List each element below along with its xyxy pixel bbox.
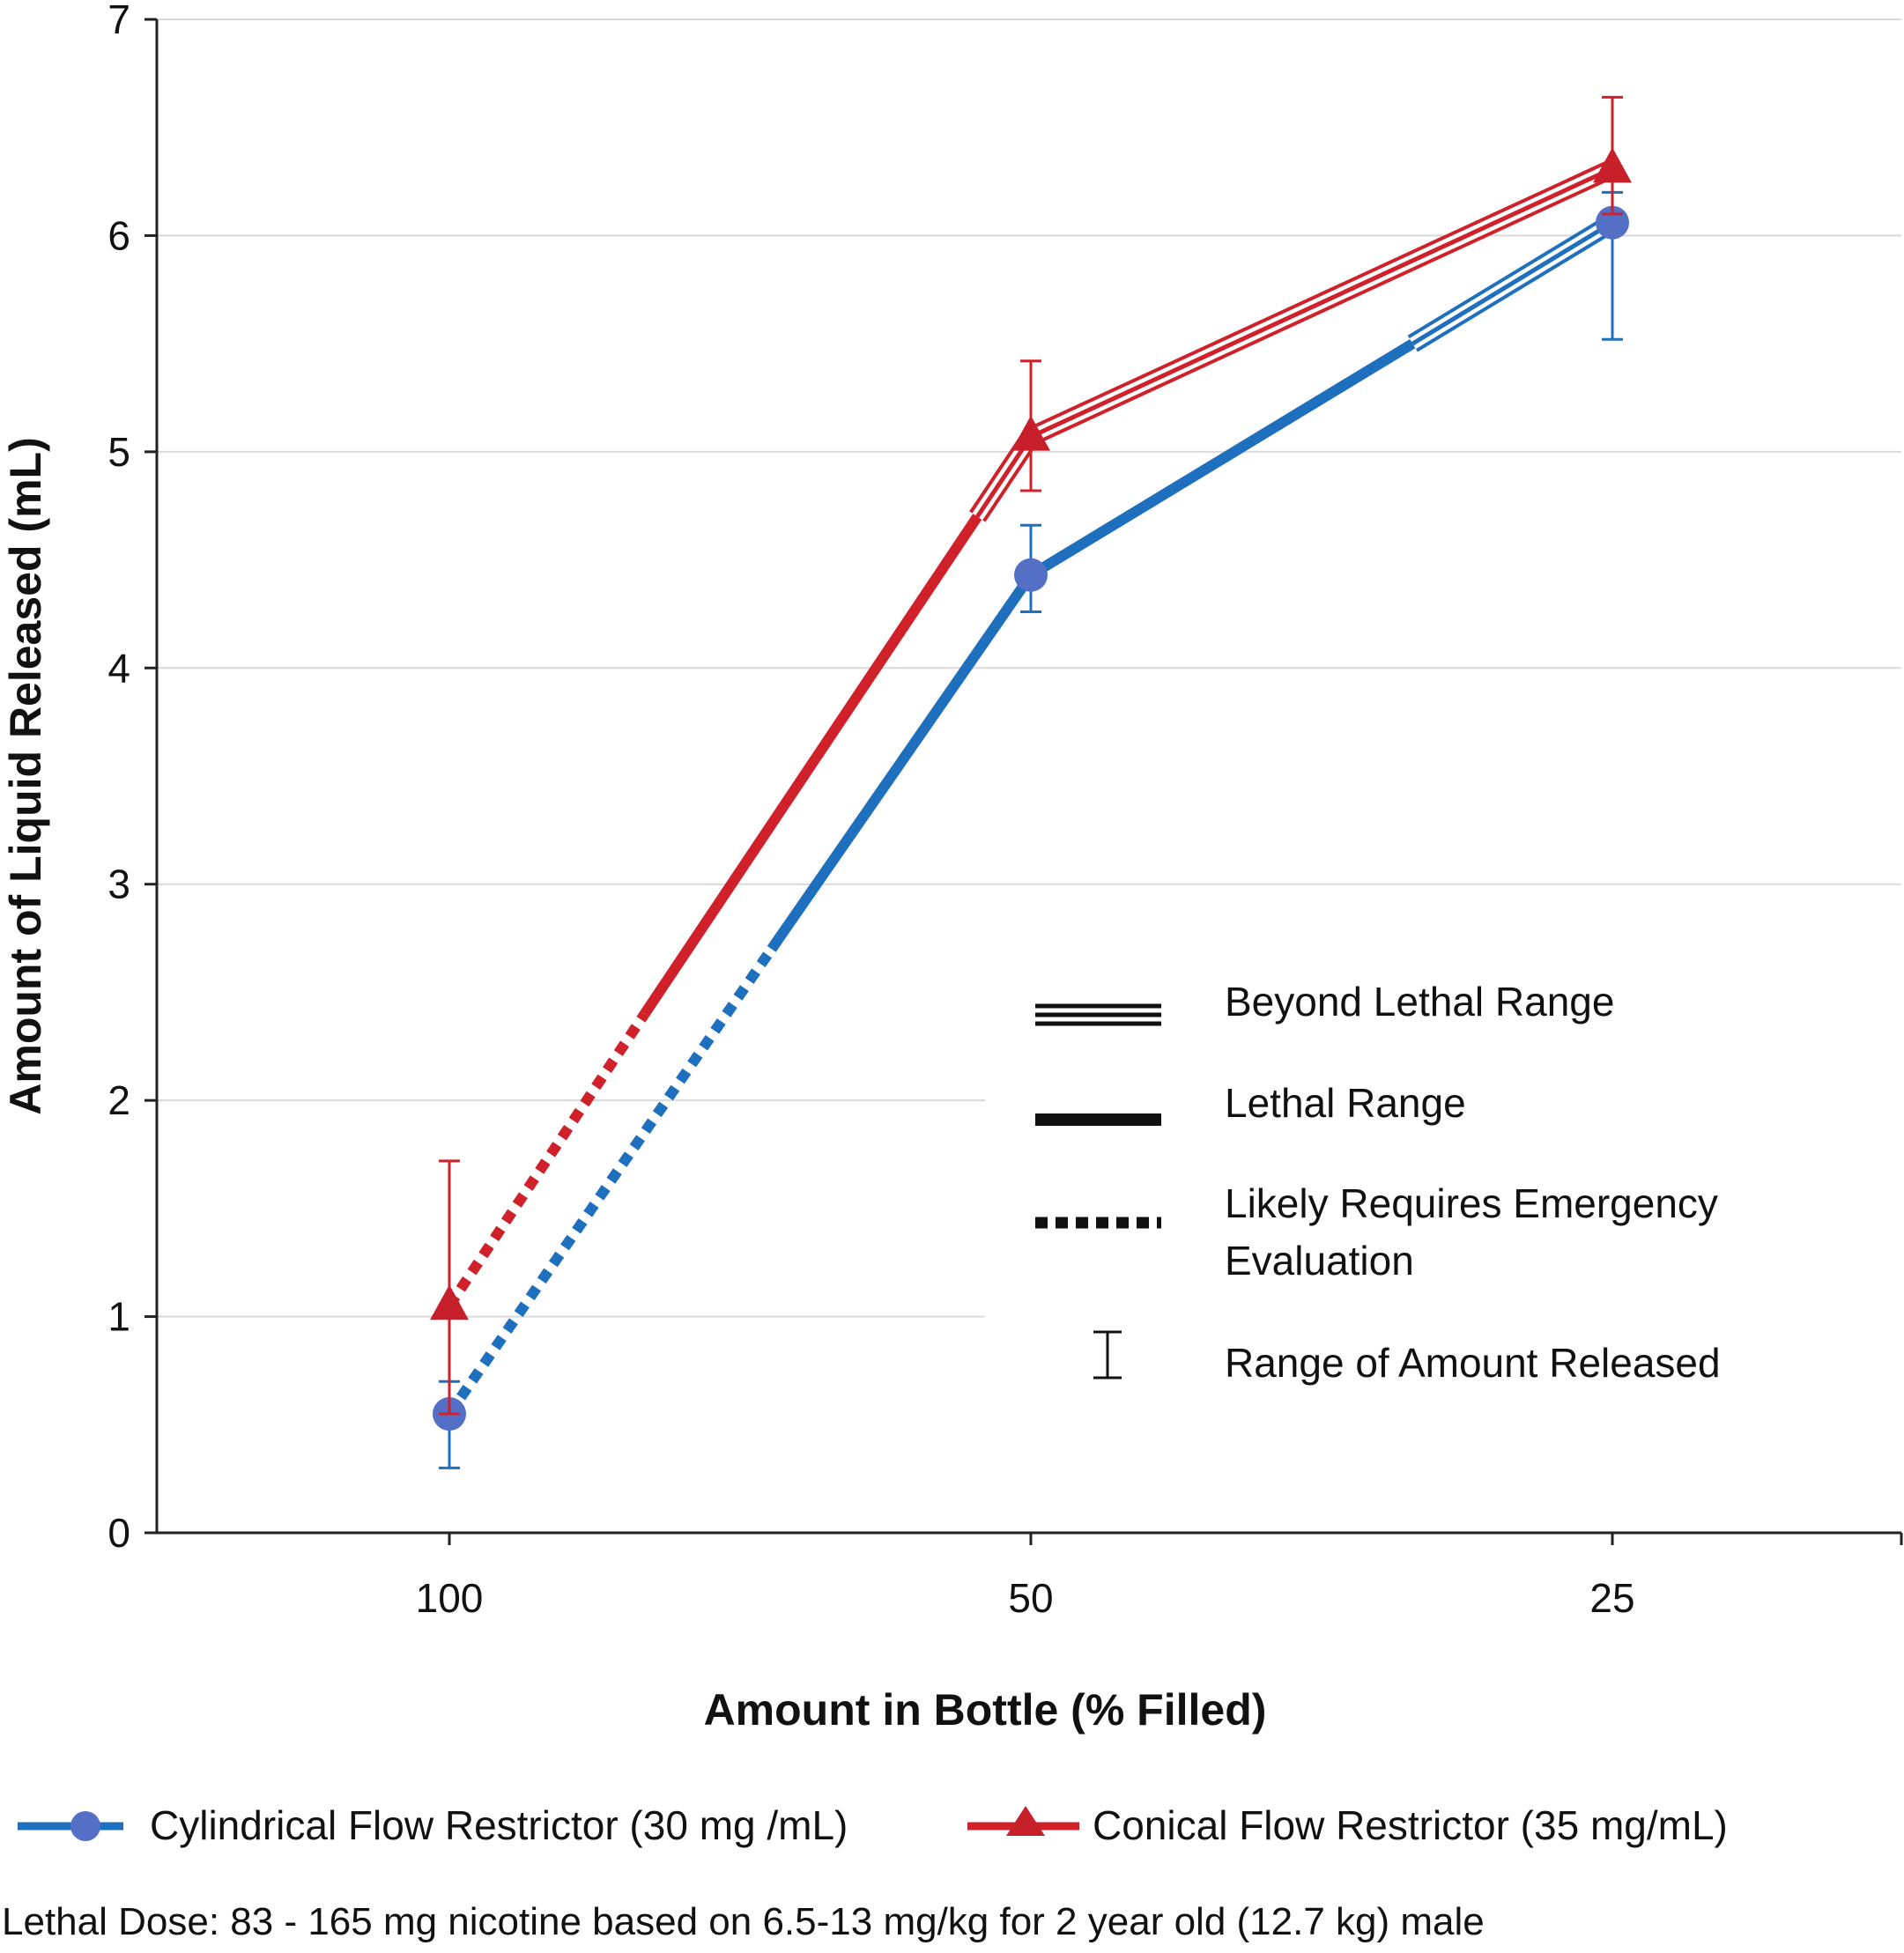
y-tick-label: 4: [107, 645, 130, 691]
y-tick-label: 5: [107, 429, 130, 475]
x-tick-label: 100: [416, 1575, 484, 1621]
dotted-segment: [445, 1010, 649, 1309]
legend-label: Lethal Range: [1225, 1080, 1466, 1126]
triple-segment-center: [1411, 220, 1614, 346]
y-tick-label: 3: [107, 862, 130, 907]
legend-label: Range of Amount Released: [1225, 1340, 1721, 1386]
bottom-layer: Cylindrical Flow Restrictor (30 mg /mL) C…: [2, 1802, 1728, 1943]
data-point: [1593, 147, 1632, 183]
footnote: Lethal Dose: 83 - 165 mg nicotine based …: [2, 1900, 1485, 1943]
series-conical: [430, 95, 1632, 1416]
series-legend-marker-conical: [1006, 1806, 1045, 1836]
triple-segment-outer: [969, 159, 1617, 522]
legend-label: Evaluation: [1225, 1238, 1414, 1284]
legend-label: Likely Requires Emergency: [1225, 1180, 1718, 1226]
series-legend-label-conical: Conical Flow Restrictor (35 mg/mL): [1093, 1802, 1728, 1848]
series-legend-marker-cylindrical: [70, 1811, 100, 1841]
axes-layer: 0 1 2 3 4 5 6 7 100 50 25 Amount in Bottle (% Fille…: [1, 0, 1903, 1735]
series-layer: [430, 95, 1632, 1469]
solid-segment: [767, 338, 1416, 952]
x-tick-label: 25: [1589, 1575, 1634, 1621]
grid-layer: [157, 18, 1901, 1318]
legend-layer: Beyond Lethal Range Lethal Range Likely Re…: [1035, 979, 1721, 1386]
data-point: [1014, 558, 1048, 592]
y-tick-label: 6: [107, 212, 130, 258]
y-axis-title: Amount of Liquid Released (mL): [1, 437, 50, 1114]
x-axis-title: Amount in Bottle (% Filled): [704, 1685, 1267, 1735]
x-tick-label: 50: [1008, 1575, 1053, 1621]
data-point: [1011, 415, 1050, 451]
solid-segment: [640, 514, 982, 1017]
y-tick-label: 7: [107, 0, 130, 42]
data-point: [430, 1284, 469, 1320]
dotted-segment: [445, 945, 776, 1417]
y-tick-label: 2: [107, 1077, 130, 1123]
series-cylindrical: [433, 190, 1629, 1469]
y-tick-label: 0: [107, 1510, 130, 1556]
series-legend-label-cylindrical: Cylindrical Flow Restrictor (30 mg /mL): [150, 1802, 848, 1848]
y-tick-label: 1: [107, 1294, 130, 1340]
legend-label: Beyond Lethal Range: [1225, 979, 1614, 1025]
